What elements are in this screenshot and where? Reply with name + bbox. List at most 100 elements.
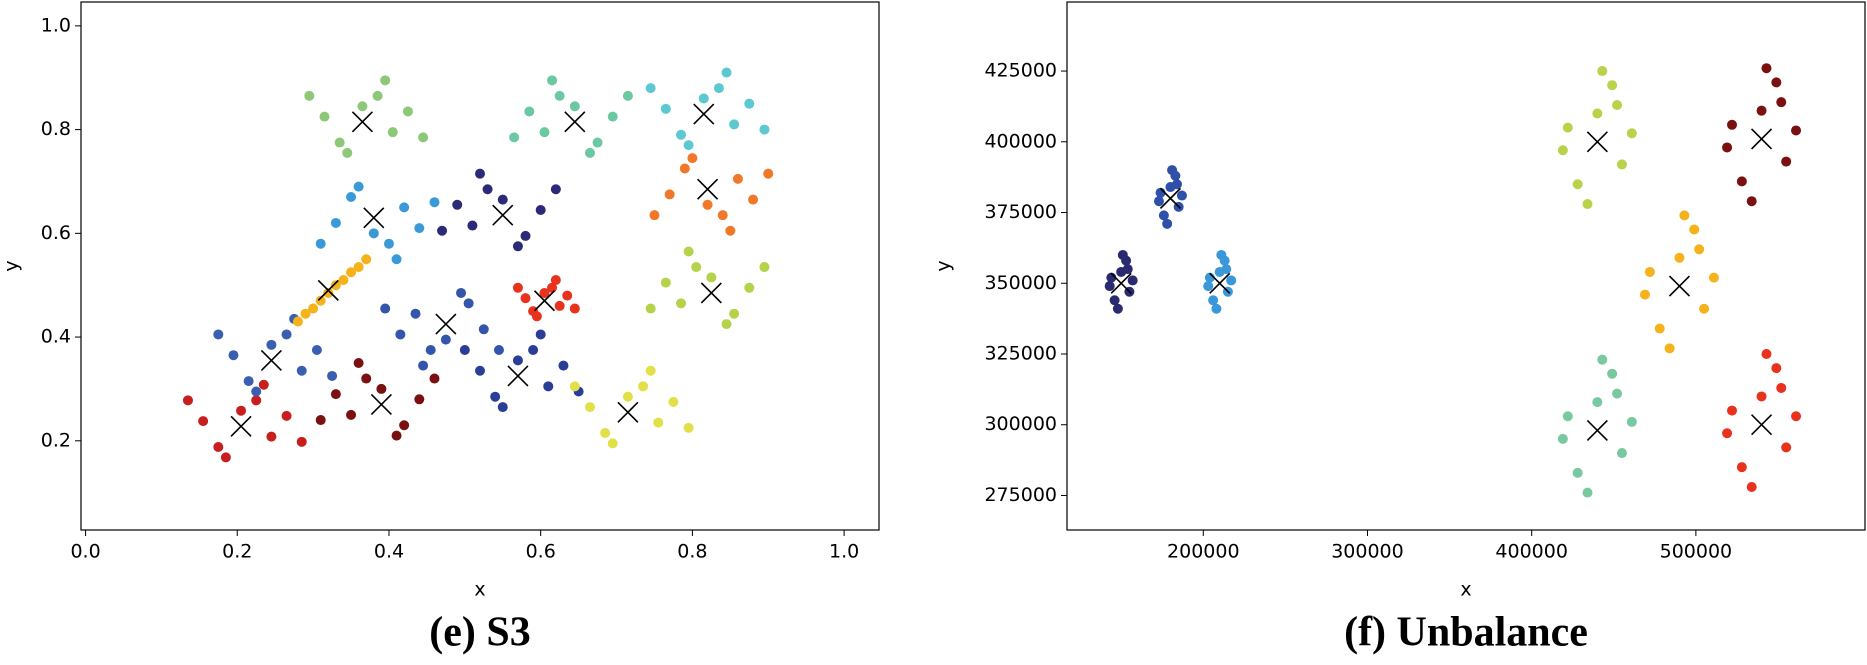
point — [346, 267, 357, 278]
point — [437, 225, 448, 236]
point — [729, 308, 740, 319]
point — [732, 173, 743, 184]
point — [315, 415, 326, 426]
x-tick-label: 0.0 — [70, 541, 100, 563]
point — [539, 287, 550, 298]
point — [1626, 416, 1637, 427]
point — [543, 381, 554, 392]
point — [683, 422, 694, 433]
point — [1736, 462, 1747, 473]
point — [1557, 433, 1568, 444]
point — [497, 402, 508, 413]
point — [243, 376, 254, 387]
centroid-marker — [435, 313, 457, 335]
point — [1158, 210, 1169, 221]
point — [475, 168, 485, 179]
point — [475, 365, 485, 376]
y-tick-label: 350000 — [984, 272, 1057, 294]
point — [467, 220, 478, 231]
x-tick-label: 500000 — [1660, 541, 1733, 563]
point — [1644, 266, 1655, 277]
point — [330, 389, 341, 400]
point — [315, 295, 326, 306]
y-axis-label: y — [1, 260, 23, 271]
point — [645, 303, 656, 314]
point — [645, 365, 656, 376]
point — [228, 350, 239, 361]
point — [706, 272, 717, 283]
point — [547, 75, 558, 86]
point — [1722, 428, 1733, 439]
point — [721, 67, 732, 78]
point — [346, 409, 357, 420]
point — [676, 298, 687, 309]
point — [440, 334, 451, 345]
y-tick-label: 1.0 — [41, 14, 71, 36]
point — [1211, 303, 1222, 314]
point — [315, 238, 326, 249]
point — [1562, 122, 1573, 133]
point — [679, 163, 690, 174]
point — [1781, 442, 1792, 453]
point — [660, 103, 671, 114]
x-tick-label: 0.2 — [222, 541, 252, 563]
point — [213, 329, 224, 340]
centroid-marker — [370, 393, 392, 416]
point — [380, 75, 391, 86]
x-tick-label: 300000 — [1331, 541, 1404, 563]
point — [251, 395, 262, 406]
point — [1708, 272, 1719, 283]
point — [592, 137, 603, 148]
point — [569, 303, 580, 314]
point — [1162, 218, 1173, 229]
point — [308, 303, 319, 314]
point — [1689, 224, 1700, 235]
chart-title: (e) S3 — [429, 610, 530, 656]
y-axis-label: y — [933, 260, 955, 271]
point — [266, 431, 277, 442]
point — [607, 111, 618, 122]
point — [524, 106, 535, 117]
point — [550, 184, 561, 195]
centroid-marker — [507, 365, 529, 387]
point — [376, 383, 387, 394]
y-tick-label: 425000 — [984, 60, 1057, 82]
y-tick-label: 325000 — [984, 343, 1057, 365]
centroid-marker — [230, 415, 252, 437]
point — [1607, 368, 1618, 379]
point — [459, 345, 470, 356]
centroid-marker — [351, 111, 373, 133]
point — [1203, 281, 1214, 292]
point — [198, 416, 209, 427]
point — [482, 184, 493, 195]
point — [353, 262, 364, 273]
y-tick-label: 300000 — [984, 413, 1057, 435]
point — [1664, 343, 1675, 354]
point — [558, 360, 569, 371]
point — [383, 238, 394, 249]
point — [1226, 275, 1237, 286]
point — [1104, 281, 1115, 292]
point — [418, 132, 429, 143]
point — [759, 124, 770, 135]
point — [1699, 303, 1710, 314]
point — [296, 436, 307, 447]
point — [497, 194, 508, 205]
point — [182, 395, 193, 406]
point — [584, 147, 595, 158]
point — [1756, 391, 1767, 402]
point — [418, 360, 429, 371]
point — [1781, 156, 1792, 167]
point — [327, 370, 338, 381]
point — [213, 442, 224, 453]
point — [414, 223, 425, 234]
point — [1626, 128, 1637, 139]
point — [1771, 77, 1782, 88]
point — [1736, 176, 1747, 187]
point — [296, 365, 307, 376]
x-tick-label: 200000 — [1167, 541, 1240, 563]
axes-frame — [80, 1, 880, 531]
point — [478, 324, 489, 335]
point — [319, 111, 330, 122]
point — [683, 246, 694, 257]
